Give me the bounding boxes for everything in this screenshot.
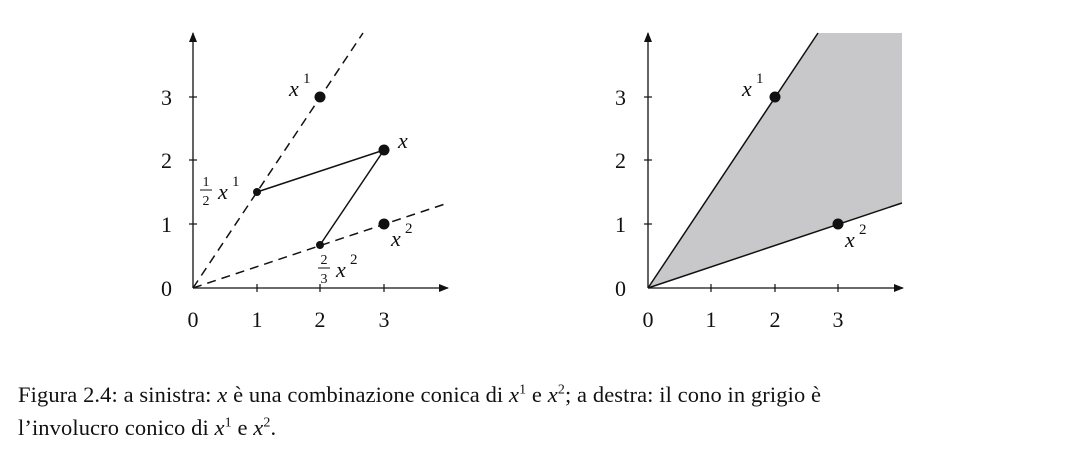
left-label-half-x1: 1 2 x 1 (200, 174, 240, 209)
left-segment-half-x1-to-x (256, 149, 385, 193)
left-x-tick-3: 3 (379, 307, 390, 332)
left-point-twothirds-x2 (316, 241, 324, 249)
caption-text: e (231, 415, 254, 440)
svg-text:x: x (335, 257, 346, 282)
caption-text: . (270, 415, 277, 440)
left-point-x2 (378, 218, 390, 230)
right-panel: 0 1 2 3 0 1 2 3 x 1 x 2 (615, 32, 904, 332)
caption-text: ; a destra: il cono in grigio è (564, 382, 822, 407)
left-ray-x1-dashed (192, 32, 364, 289)
right-label-x2: x 2 (844, 222, 867, 252)
svg-text:1: 1 (232, 174, 240, 190)
left-x-tick-1: 1 (252, 307, 263, 332)
svg-text:1: 1 (756, 71, 764, 87)
left-point-half-x1 (253, 188, 261, 196)
right-point-x1 (769, 91, 781, 103)
svg-text:1: 1 (203, 175, 210, 190)
right-cone-region (648, 33, 902, 288)
svg-text:2: 2 (321, 253, 328, 268)
right-x-tick-0: 0 (643, 307, 654, 332)
caption-line-1: Figura 2.4: a sinistra: x è una combinaz… (18, 378, 1078, 411)
right-y-tick-1: 1 (615, 212, 626, 237)
svg-text:2: 2 (405, 221, 413, 237)
right-x-tick-2: 2 (770, 307, 781, 332)
left-segment-twothirds-x2-to-x (319, 149, 385, 246)
svg-text:1: 1 (303, 71, 311, 87)
left-point-x1 (314, 91, 326, 103)
left-label-twothirds-x2: 2 3 x 2 (318, 252, 358, 287)
caption-sup: 1 (224, 415, 232, 431)
left-label-x1: x 1 (288, 71, 311, 101)
right-ray-x2 (647, 202, 903, 289)
caption-sup: 2 (263, 415, 271, 431)
svg-text:x: x (844, 227, 855, 252)
caption-sup: 2 (557, 382, 565, 398)
caption-text: Figura 2.4: a sinistra: (18, 382, 218, 407)
caption-math-x1: x (214, 415, 225, 440)
caption-text: l’involucro conico di (18, 415, 215, 440)
svg-text:x: x (217, 179, 228, 204)
caption-line-2: l’involucro conico di x1 e x2. (18, 411, 1078, 444)
right-label-x1: x 1 (741, 71, 764, 101)
left-x-tick-2: 2 (315, 307, 326, 332)
caption-sup: 1 (519, 382, 527, 398)
svg-text:x: x (288, 76, 299, 101)
right-ray-x1 (647, 32, 819, 289)
caption-math-x1: x (509, 382, 520, 407)
right-x-tick-3: 3 (833, 307, 844, 332)
svg-text:2: 2 (859, 222, 867, 238)
left-panel: 0 1 2 3 0 1 2 3 x 1 x x 2 1 2 (161, 32, 449, 332)
left-label-x2: x 2 (390, 221, 413, 251)
right-x-tick-1: 1 (706, 307, 717, 332)
svg-text:x: x (741, 76, 752, 101)
left-label-x: x (397, 128, 408, 153)
left-y-tick-0: 0 (161, 276, 172, 301)
figure-caption: Figura 2.4: a sinistra: x è una combinaz… (18, 378, 1078, 444)
left-y-tick-3: 3 (161, 85, 172, 110)
caption-math-x2: x (547, 382, 558, 407)
left-y-tick-2: 2 (161, 148, 172, 173)
svg-text:2: 2 (350, 252, 358, 268)
figure-conic-combination: 0 1 2 3 0 1 2 3 x 1 x x 2 1 2 (161, 32, 904, 332)
left-x-tick-0: 0 (188, 307, 199, 332)
right-y-tick-0: 0 (615, 276, 626, 301)
svg-text:2: 2 (203, 194, 210, 209)
right-y-tick-3: 3 (615, 85, 626, 110)
left-y-tick-1: 1 (161, 212, 172, 237)
svg-text:x: x (390, 226, 401, 251)
caption-math-x: x (217, 382, 228, 407)
right-point-x2 (832, 218, 844, 230)
caption-text: è una combinazione conica di (227, 382, 509, 407)
left-point-x (378, 144, 390, 156)
svg-text:3: 3 (321, 272, 328, 287)
caption-math-x2: x (253, 415, 264, 440)
caption-text: e (526, 382, 548, 407)
right-y-tick-2: 2 (615, 148, 626, 173)
